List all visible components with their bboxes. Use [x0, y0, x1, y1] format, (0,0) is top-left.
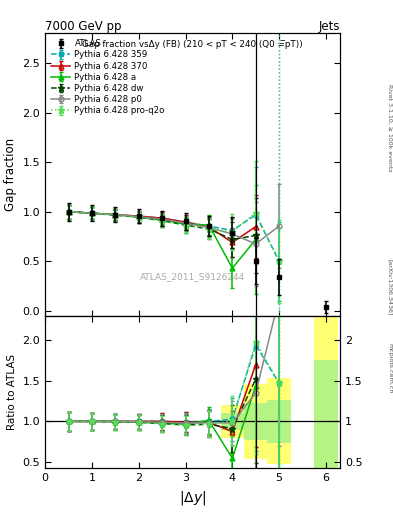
Text: [arXiv:1306.3436]: [arXiv:1306.3436] — [387, 259, 392, 315]
Text: Rivet 3.1.10, ≥ 100k events: Rivet 3.1.10, ≥ 100k events — [387, 84, 392, 172]
Text: ATLAS_2011_S9126244: ATLAS_2011_S9126244 — [140, 272, 245, 281]
Text: Gap fraction vsΔy (FB) (210 < pT < 240 (Q0 =̅pT)): Gap fraction vsΔy (FB) (210 < pT < 240 (… — [82, 40, 303, 49]
Y-axis label: Ratio to ATLAS: Ratio to ATLAS — [7, 354, 17, 430]
Text: Jets: Jets — [318, 20, 340, 33]
Text: mcplots.cern.ch: mcplots.cern.ch — [387, 344, 392, 394]
X-axis label: $|\Delta y|$: $|\Delta y|$ — [179, 489, 206, 507]
Legend: ATLAS, Pythia 6.428 359, Pythia 6.428 370, Pythia 6.428 a, Pythia 6.428 dw, Pyth: ATLAS, Pythia 6.428 359, Pythia 6.428 37… — [49, 37, 167, 118]
Y-axis label: Gap fraction: Gap fraction — [4, 138, 17, 211]
Text: 7000 GeV pp: 7000 GeV pp — [45, 20, 122, 33]
